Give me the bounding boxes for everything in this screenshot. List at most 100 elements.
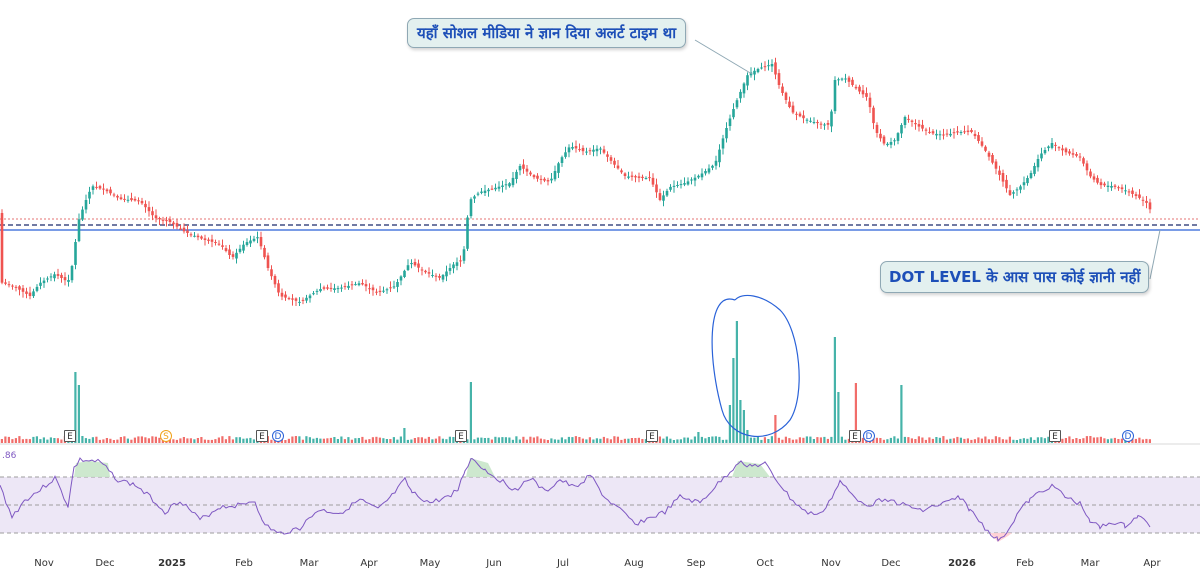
candle-body — [119, 197, 123, 200]
candle-body — [742, 83, 746, 94]
candle-body — [1138, 194, 1141, 198]
volume-bar — [1015, 440, 1018, 443]
volume-bar — [452, 437, 455, 443]
candle-body — [420, 269, 424, 271]
candle-body — [448, 268, 452, 271]
volume-bar — [914, 439, 917, 443]
volume-bar — [907, 437, 910, 443]
candle-body — [630, 175, 634, 177]
rsi-value-label: .86 — [2, 451, 17, 461]
candle-body — [1110, 186, 1113, 188]
event-marker-e[interactable]: E — [646, 430, 658, 442]
volume-bar — [7, 436, 10, 443]
volume-bar — [361, 436, 364, 443]
volume-bar — [60, 439, 63, 443]
candle-body — [777, 73, 781, 85]
volume-bar — [39, 439, 42, 443]
volume-bar — [770, 436, 773, 443]
volume-bar — [840, 436, 843, 443]
candle-body — [95, 186, 98, 188]
candle-body — [1134, 194, 1138, 196]
candle-body — [882, 136, 886, 144]
volume-bar — [998, 437, 1001, 443]
annotation-callout-bottom[interactable]: DOT LEVEL के आस पास कोई ज्ञानी नहीं — [880, 261, 1150, 293]
candle-body — [977, 135, 980, 141]
volume-bar — [1138, 437, 1141, 443]
volume-bar — [987, 439, 990, 443]
volume-bar — [11, 439, 14, 443]
candle-body — [116, 195, 119, 198]
volume-bar — [396, 439, 399, 443]
volume-bar — [476, 437, 479, 443]
volume-bar — [945, 439, 948, 443]
candle-body — [522, 164, 525, 169]
candle-body — [1026, 178, 1029, 184]
candle-body — [1047, 146, 1050, 149]
volume-bar — [662, 438, 665, 443]
candle-body — [854, 86, 858, 89]
candle-body — [305, 297, 308, 301]
volume-bar — [641, 439, 644, 443]
candle-body — [690, 179, 693, 181]
annotation-callout-top[interactable]: यहाँ सोशल मीडिया ने ज्ञान दिया अलर्ट टाइ… — [407, 18, 687, 48]
candle-body — [994, 161, 998, 169]
volume-bar — [102, 439, 105, 443]
candle-body — [931, 131, 935, 134]
candle-body — [910, 120, 914, 122]
candle-body — [326, 287, 329, 289]
candle-body — [1029, 173, 1033, 178]
candle-body — [242, 244, 245, 251]
candle-body — [875, 124, 879, 133]
candle-body — [1071, 153, 1075, 155]
volume-bar — [567, 436, 570, 443]
volume-bar — [543, 439, 546, 443]
volume-bar — [746, 430, 749, 443]
volume-bar — [301, 439, 304, 443]
event-marker-s[interactable]: S — [160, 430, 172, 442]
candle-body — [287, 298, 291, 300]
volume-bar — [1092, 437, 1095, 443]
volume-bar — [970, 439, 973, 443]
callout-pointer-bottom — [1149, 229, 1161, 280]
candle-body — [900, 125, 903, 134]
candle-body — [592, 149, 595, 152]
candle-body — [406, 265, 410, 270]
candle-body — [847, 77, 851, 82]
volume-bar — [368, 439, 371, 443]
event-marker-e[interactable]: E — [455, 430, 467, 442]
candle-body — [837, 79, 840, 81]
volume-bar — [403, 428, 406, 443]
candle-body — [602, 149, 606, 153]
candle-body — [760, 67, 763, 69]
candle-body — [42, 280, 46, 284]
volume-bar — [924, 439, 927, 443]
candle-body — [1008, 190, 1012, 195]
volume-bar — [154, 436, 157, 443]
candle-body — [259, 237, 263, 247]
candle-body — [756, 69, 760, 73]
volume-bar — [847, 438, 850, 443]
x-axis-label: Apr — [360, 558, 378, 569]
candle-body — [1131, 190, 1134, 194]
event-marker-d[interactable]: D — [1122, 430, 1134, 442]
volume-bar — [95, 436, 98, 443]
event-marker-d[interactable]: D — [272, 430, 284, 442]
volume-bar — [347, 437, 350, 443]
volume-bar — [203, 439, 206, 443]
event-marker-e[interactable]: E — [256, 430, 268, 442]
volume-bar — [616, 436, 619, 443]
volume-bar — [466, 439, 469, 443]
candle-body — [228, 249, 231, 255]
event-marker-e[interactable]: E — [849, 430, 861, 442]
candle-body — [1001, 173, 1005, 182]
event-marker-d[interactable]: D — [863, 430, 875, 442]
volume-bar — [791, 439, 794, 443]
volume-bar — [585, 439, 588, 443]
candle-body — [637, 176, 641, 178]
event-marker-e[interactable]: E — [1049, 430, 1061, 442]
volume-bar — [896, 438, 899, 443]
volume-bar — [343, 439, 346, 443]
candle-body — [368, 288, 371, 290]
event-marker-e[interactable]: E — [64, 430, 76, 442]
